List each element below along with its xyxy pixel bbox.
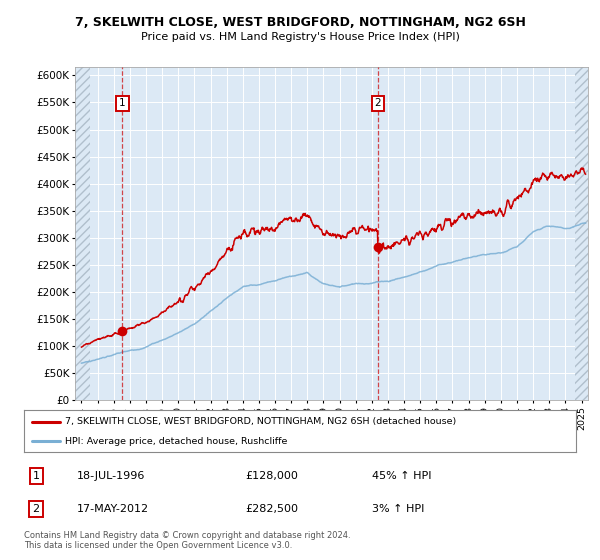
Text: Contains HM Land Registry data © Crown copyright and database right 2024.
This d: Contains HM Land Registry data © Crown c… [24,531,350,550]
Text: £128,000: £128,000 [245,471,298,481]
Text: 2: 2 [374,99,381,109]
Text: 3% ↑ HPI: 3% ↑ HPI [372,503,424,514]
Bar [75,67,89,400]
Bar [575,67,588,400]
Text: 1: 1 [32,471,40,481]
Text: Price paid vs. HM Land Registry's House Price Index (HPI): Price paid vs. HM Land Registry's House … [140,32,460,43]
Text: 2: 2 [32,503,40,514]
Text: 45% ↑ HPI: 45% ↑ HPI [372,471,431,481]
Text: 7, SKELWITH CLOSE, WEST BRIDGFORD, NOTTINGHAM, NG2 6SH (detached house): 7, SKELWITH CLOSE, WEST BRIDGFORD, NOTTI… [65,417,457,426]
Text: HPI: Average price, detached house, Rushcliffe: HPI: Average price, detached house, Rush… [65,437,288,446]
Text: 1: 1 [119,99,126,109]
Text: 17-MAY-2012: 17-MAY-2012 [76,503,149,514]
Text: £282,500: £282,500 [245,503,298,514]
Text: 7, SKELWITH CLOSE, WEST BRIDGFORD, NOTTINGHAM, NG2 6SH: 7, SKELWITH CLOSE, WEST BRIDGFORD, NOTTI… [74,16,526,29]
Text: 18-JUL-1996: 18-JUL-1996 [76,471,145,481]
